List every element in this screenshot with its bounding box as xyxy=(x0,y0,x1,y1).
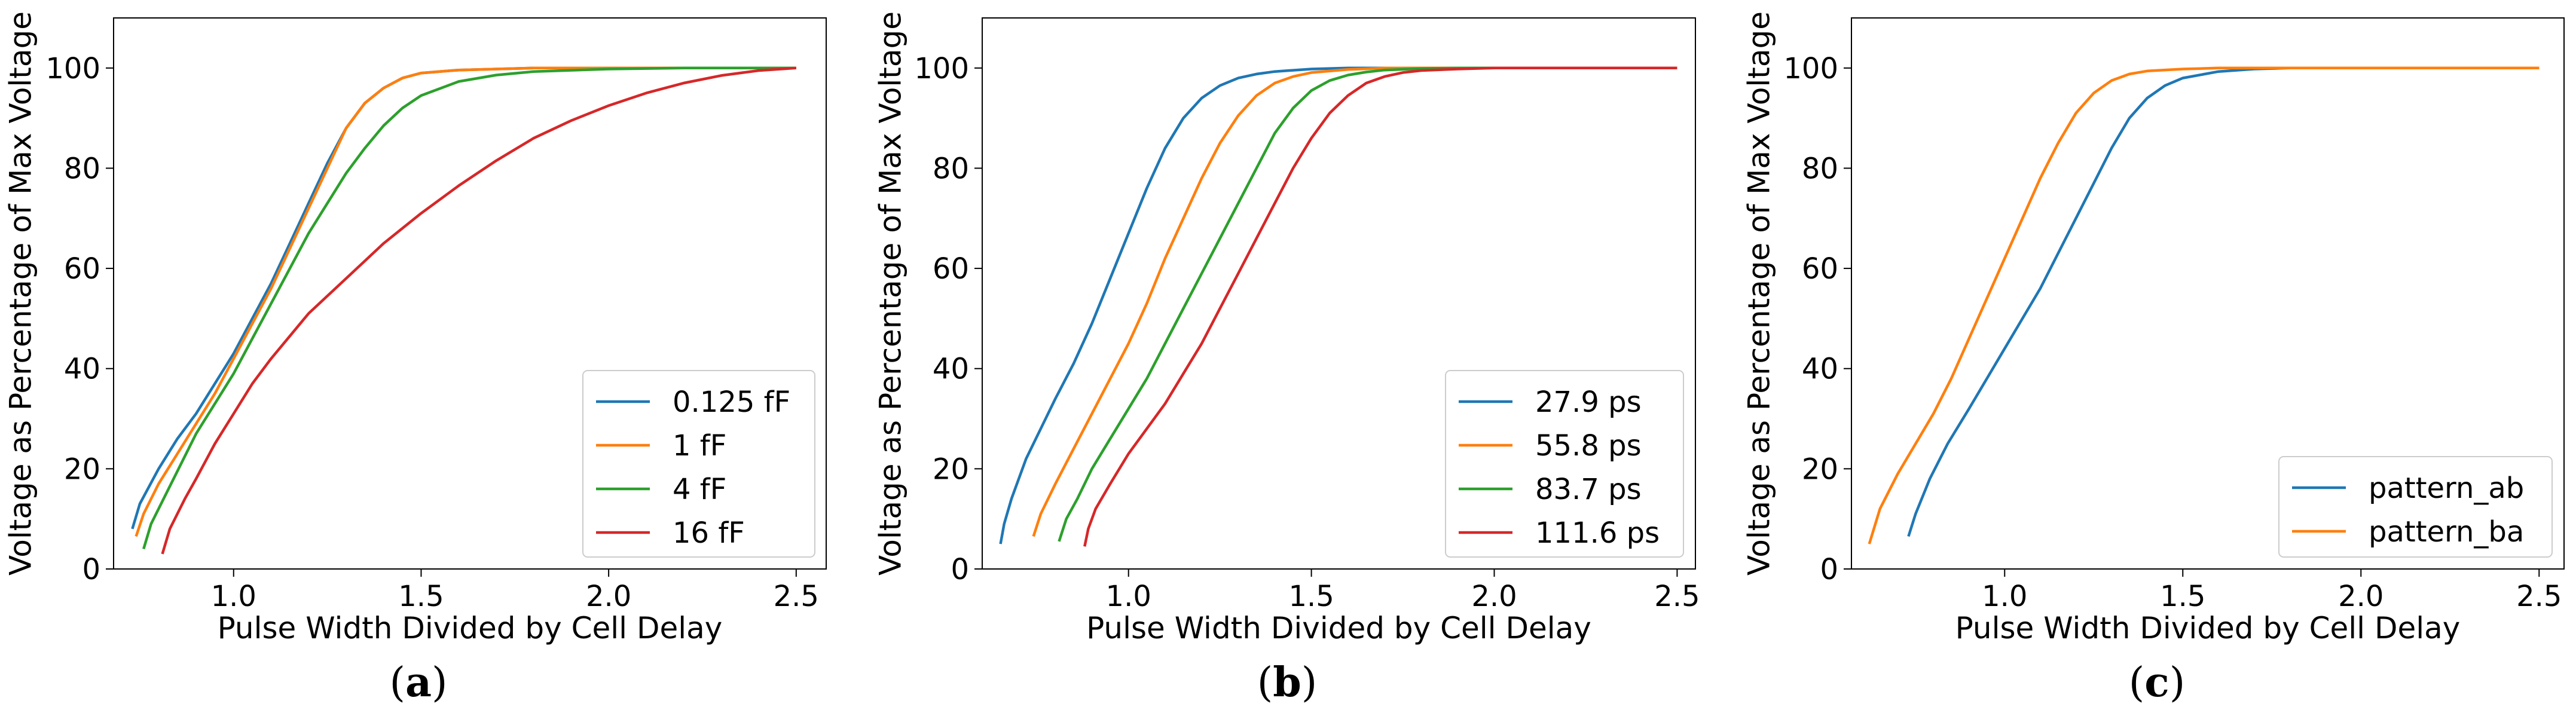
y-tick-label: 20 xyxy=(1802,452,1838,486)
y-tick-label: 20 xyxy=(933,452,969,486)
y-tick-label: 0 xyxy=(82,553,100,586)
legend-box xyxy=(582,370,815,558)
legend: 27.9 ps 55.8 ps 83.7 ps 111.6 ps xyxy=(1445,370,1684,558)
legend: pattern_ab pattern_ba xyxy=(2278,456,2553,558)
x-tick-label: 1.0 xyxy=(211,580,256,613)
x-tick-label: 1.0 xyxy=(1982,580,2027,613)
y-tick-label: 0 xyxy=(1820,553,1838,586)
series-line-1-ff xyxy=(135,66,796,537)
chart-panel-c: 1.0 1.5 2.0 2.5 0 20 40 60 80 100 Pulse Width Divi… xyxy=(1742,11,2565,706)
x-tick-label: 2.0 xyxy=(2338,580,2384,613)
chart-panel-a: 1.0 1.5 2.0 2.5 0 20 40 60 80 100 Pulse Width Divi… xyxy=(4,11,827,706)
x-tick-label: 2.0 xyxy=(1471,580,1517,613)
series-line-83-7-ps xyxy=(1058,66,1677,542)
legend-label: 1 fF xyxy=(673,429,726,463)
x-axis-label: Pulse Width Divided by Cell Delay xyxy=(1955,611,2461,645)
y-axis-label: Voltage as Percentage of Max Voltage xyxy=(873,11,908,576)
x-tick-label: 2.5 xyxy=(2516,580,2562,613)
axes-frame xyxy=(982,17,1696,570)
y-tick-label: 40 xyxy=(64,353,100,386)
legend-label: 55.8 ps xyxy=(1535,429,1642,463)
legend-label: pattern_ab xyxy=(2369,472,2524,505)
panel-caption: (a) xyxy=(389,659,447,706)
panel-letter: c xyxy=(2144,659,2169,706)
legend-box xyxy=(1445,370,1684,558)
legend-box xyxy=(2278,456,2553,558)
legend-label: 27.9 ps xyxy=(1535,385,1642,419)
axes-frame xyxy=(1851,17,2565,570)
y-tick-label: 60 xyxy=(1802,252,1838,286)
axes-frame xyxy=(113,17,827,570)
y-tick-label: 100 xyxy=(45,52,100,85)
panel-caption: (c) xyxy=(2129,659,2185,706)
legend-label: pattern_ba xyxy=(2369,515,2524,549)
x-tick-label: 1.5 xyxy=(1288,580,1334,613)
x-tick-label: 1.0 xyxy=(1106,580,1151,613)
series-line-pattern-ab xyxy=(1907,66,2540,537)
y-tick-label: 40 xyxy=(933,353,969,386)
legend-label: 0.125 fF xyxy=(673,385,790,419)
x-tick-label: 2.0 xyxy=(586,580,631,613)
panel-caption: (b) xyxy=(1257,659,1318,706)
y-tick-label: 60 xyxy=(933,252,969,286)
legend-label: 16 fF xyxy=(673,516,745,550)
panel-letter: a xyxy=(405,659,432,706)
y-tick-label: 80 xyxy=(1802,152,1838,185)
chart-panel-b: 1.0 1.5 2.0 2.5 0 20 40 60 80 100 Pulse Width Divi… xyxy=(873,11,1700,706)
y-tick-label: 80 xyxy=(933,152,969,185)
series-line-16-ff xyxy=(161,66,796,555)
y-tick-label: 100 xyxy=(1783,52,1838,85)
legend-label: 4 fF xyxy=(673,473,726,506)
x-axis-label: Pulse Width Divided by Cell Delay xyxy=(1086,611,1591,645)
panel-letter: b xyxy=(1273,659,1301,706)
series-line-111-6-ps xyxy=(1083,66,1677,547)
series-line-27-9-ps xyxy=(999,66,1677,544)
series-line-55-8-ps xyxy=(1032,66,1677,537)
x-tick-label: 1.5 xyxy=(2160,580,2205,613)
y-tick-label: 100 xyxy=(914,52,969,85)
y-tick-label: 0 xyxy=(951,553,969,586)
legend-label: 83.7 ps xyxy=(1535,473,1642,506)
y-axis-label: Voltage as Percentage of Max Voltage xyxy=(4,11,38,576)
legend: 0.125 fF 1 fF 4 fF 16 fF xyxy=(582,370,815,558)
x-axis-label: Pulse Width Divided by Cell Delay xyxy=(218,611,723,645)
series-line-pattern-ba xyxy=(1868,66,2540,544)
y-tick-label: 60 xyxy=(64,252,100,286)
y-axis-label: Voltage as Percentage of Max Voltage xyxy=(1742,11,1777,576)
series-line-4-ff xyxy=(142,66,796,550)
y-tick-label: 20 xyxy=(64,452,100,486)
y-tick-label: 40 xyxy=(1802,353,1838,386)
x-tick-label: 2.5 xyxy=(1654,580,1700,613)
x-tick-label: 1.5 xyxy=(398,580,444,613)
y-tick-label: 80 xyxy=(64,152,100,185)
x-tick-label: 2.5 xyxy=(774,580,819,613)
legend-label: 111.6 ps xyxy=(1535,516,1660,550)
